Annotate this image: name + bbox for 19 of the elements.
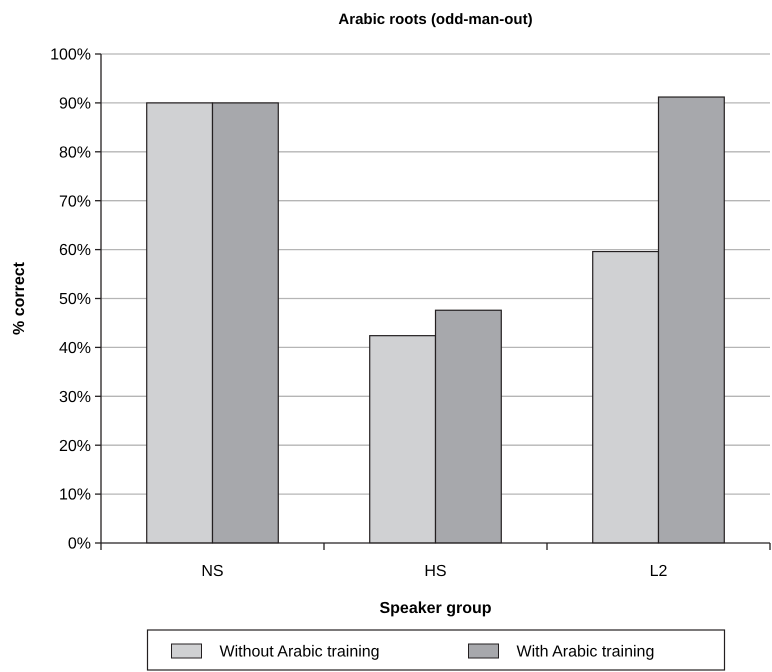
- x-tick-label: NS: [201, 563, 224, 580]
- x-tick-label: HS: [424, 563, 447, 580]
- x-tick-label: L2: [650, 563, 668, 580]
- y-tick-label: 90%: [58, 96, 91, 112]
- y-tick-label: 60%: [58, 242, 91, 260]
- y-tick-label: 30%: [58, 388, 91, 406]
- y-tick-label: 100%: [50, 46, 91, 64]
- x-axis-title: Speaker group: [379, 600, 492, 617]
- y-tick-label: 80%: [58, 144, 91, 162]
- legend-label: Without Arabic training: [220, 644, 380, 661]
- legend-label: With Arabic training: [516, 644, 654, 661]
- y-tick-label: 10%: [58, 486, 91, 504]
- y-tick-label: 20%: [58, 438, 91, 455]
- chart-title: Arabic roots (odd-man-out): [338, 11, 533, 28]
- y-tick-label: 0%: [68, 536, 91, 553]
- y-tick-label: 50%: [58, 291, 91, 308]
- y-axis-title: % correct: [11, 261, 28, 335]
- y-tick-label: 70%: [58, 193, 91, 210]
- y-tick-label: 40%: [58, 340, 91, 357]
